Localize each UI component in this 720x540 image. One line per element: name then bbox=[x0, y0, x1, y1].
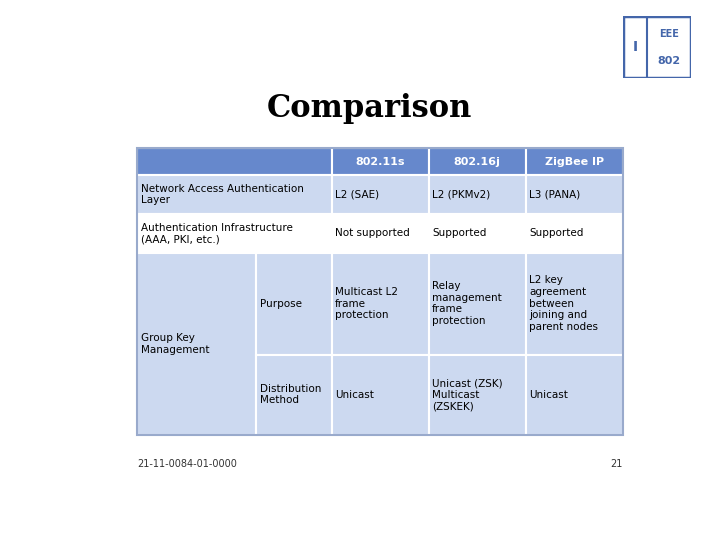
Text: Relay
management
frame
protection: Relay management frame protection bbox=[432, 281, 502, 326]
Text: L2 key
agreement
between
joining and
parent nodes: L2 key agreement between joining and par… bbox=[529, 275, 598, 332]
Text: 21-11-0084-01-0000: 21-11-0084-01-0000 bbox=[138, 459, 238, 469]
Bar bbox=[256, 253, 332, 355]
Text: Comparison: Comparison bbox=[266, 93, 472, 124]
Text: L2 (PKMv2): L2 (PKMv2) bbox=[432, 190, 490, 200]
Text: 21: 21 bbox=[611, 459, 623, 469]
Text: Multicast L2
frame
protection: Multicast L2 frame protection bbox=[335, 287, 398, 320]
Text: Unicast (ZSK)
Multicast
(ZSKEK): Unicast (ZSK) Multicast (ZSKEK) bbox=[432, 378, 503, 411]
Text: 802: 802 bbox=[657, 56, 680, 66]
Text: Group Key
Management: Group Key Management bbox=[141, 333, 210, 355]
Bar bbox=[428, 253, 526, 355]
Text: 802.16j: 802.16j bbox=[454, 157, 500, 166]
Text: Authentication Infrastructure
(AAA, PKI, etc.): Authentication Infrastructure (AAA, PKI,… bbox=[141, 222, 292, 244]
Bar bbox=[138, 253, 256, 435]
Bar bbox=[332, 253, 428, 355]
Bar bbox=[428, 214, 526, 253]
Bar bbox=[332, 355, 428, 435]
Bar bbox=[138, 148, 623, 435]
Bar bbox=[428, 175, 526, 214]
Bar bbox=[428, 148, 526, 175]
Text: Distribution
Method: Distribution Method bbox=[260, 384, 321, 406]
Text: EEE: EEE bbox=[659, 29, 678, 38]
Bar bbox=[332, 148, 428, 175]
Text: Not supported: Not supported bbox=[335, 228, 410, 238]
Text: Supported: Supported bbox=[529, 228, 583, 238]
Bar bbox=[138, 148, 332, 175]
Bar bbox=[256, 355, 332, 435]
Text: Purpose: Purpose bbox=[260, 299, 302, 308]
Bar bbox=[428, 355, 526, 435]
Text: 802.11s: 802.11s bbox=[356, 157, 405, 166]
Text: Supported: Supported bbox=[432, 228, 487, 238]
Text: Unicast: Unicast bbox=[529, 390, 568, 400]
Bar bbox=[526, 148, 623, 175]
Bar bbox=[526, 253, 623, 355]
Bar bbox=[332, 175, 428, 214]
Bar bbox=[138, 214, 332, 253]
Bar bbox=[526, 175, 623, 214]
Bar bbox=[332, 214, 428, 253]
Bar bbox=[526, 355, 623, 435]
Text: ZigBee IP: ZigBee IP bbox=[545, 157, 604, 166]
Text: L2 (SAE): L2 (SAE) bbox=[335, 190, 379, 200]
Text: L3 (PANA): L3 (PANA) bbox=[529, 190, 580, 200]
Text: Unicast: Unicast bbox=[335, 390, 374, 400]
Text: I: I bbox=[633, 40, 638, 54]
Text: Network Access Authentication
Layer: Network Access Authentication Layer bbox=[141, 184, 304, 205]
Bar bbox=[138, 175, 332, 214]
Bar bbox=[526, 214, 623, 253]
